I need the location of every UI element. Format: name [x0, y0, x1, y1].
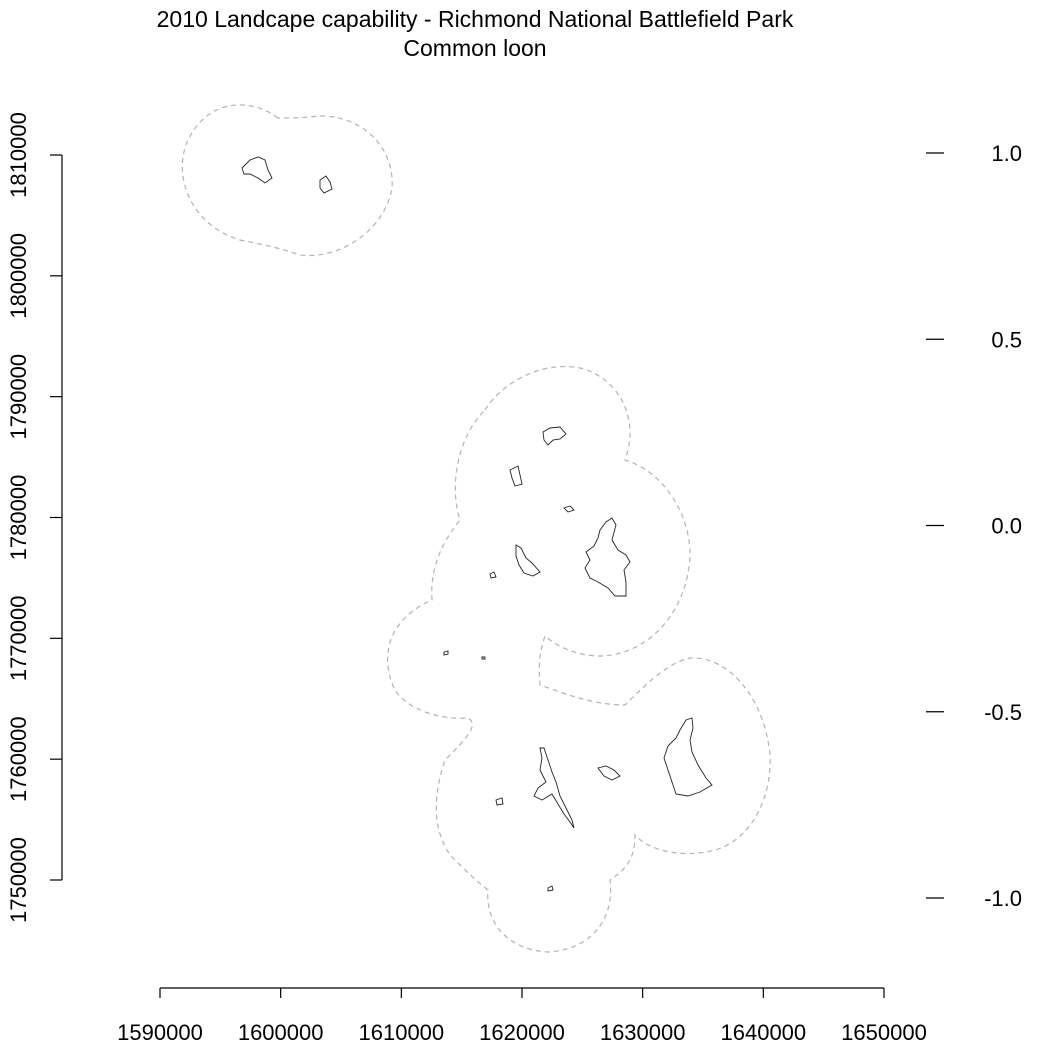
- feature-main-lake: [584, 517, 631, 597]
- legend-scale: 1.0 0.5 0.0 -0.5 -1.0: [926, 141, 1022, 911]
- feature-5: [489, 571, 497, 579]
- feature-nw-1: [241, 156, 273, 184]
- x-tick-label-0: 1590000: [117, 1020, 203, 1045]
- y-tick-label-6: 1810000: [6, 112, 31, 198]
- feature-2: [509, 465, 523, 487]
- feature-6: [443, 650, 449, 656]
- x-tick-label-1: 1600000: [238, 1020, 324, 1045]
- scale-tick-label-1: 0.5: [991, 327, 1022, 352]
- buffer-zone-north-central: [387, 366, 771, 953]
- y-tick-label-4: 1790000: [6, 354, 31, 440]
- scale-tick-label-3: -0.5: [984, 700, 1022, 725]
- scale-tick-label-2: 0.0: [991, 514, 1022, 539]
- map-subtitle: Common loon: [403, 35, 547, 61]
- y-tick-label-3: 1780000: [6, 475, 31, 561]
- scale-tick-label-0: 1.0: [991, 141, 1022, 166]
- feature-7: [481, 656, 486, 660]
- habitat-features: [241, 156, 713, 892]
- feature-east-lake: [663, 717, 713, 797]
- y-tick-label-1: 1760000: [6, 716, 31, 802]
- y-tick-label-5: 1800000: [6, 233, 31, 319]
- feature-1: [542, 426, 567, 446]
- buffer-zone-northwest: [181, 104, 393, 257]
- feature-10: [547, 885, 554, 892]
- feature-nw-2: [319, 175, 333, 194]
- feature-river-branch: [533, 747, 575, 829]
- feature-4: [515, 544, 541, 577]
- x-tick-label-2: 1610000: [359, 1020, 445, 1045]
- scale-tick-label-4: -1.0: [984, 886, 1022, 911]
- x-axis: 1590000 1600000 1610000 1620000 1630000 16400…: [117, 987, 927, 1045]
- x-tick-label-3: 1620000: [479, 1020, 565, 1045]
- x-tick-label-4: 1630000: [600, 1020, 686, 1045]
- x-tick-label-6: 1650000: [841, 1020, 927, 1045]
- y-tick-label-0: 1750000: [6, 837, 31, 923]
- y-axis: 1750000 1760000 1770000 1780000 1790000 18000…: [6, 112, 63, 923]
- buffer-zones: [181, 104, 771, 953]
- feature-9: [495, 797, 504, 806]
- map-title: 2010 Landcape capability - Richmond Nati…: [156, 6, 794, 32]
- feature-3: [563, 505, 575, 513]
- y-tick-label-2: 1770000: [6, 596, 31, 682]
- feature-8: [597, 765, 621, 781]
- x-tick-label-5: 1640000: [721, 1020, 807, 1045]
